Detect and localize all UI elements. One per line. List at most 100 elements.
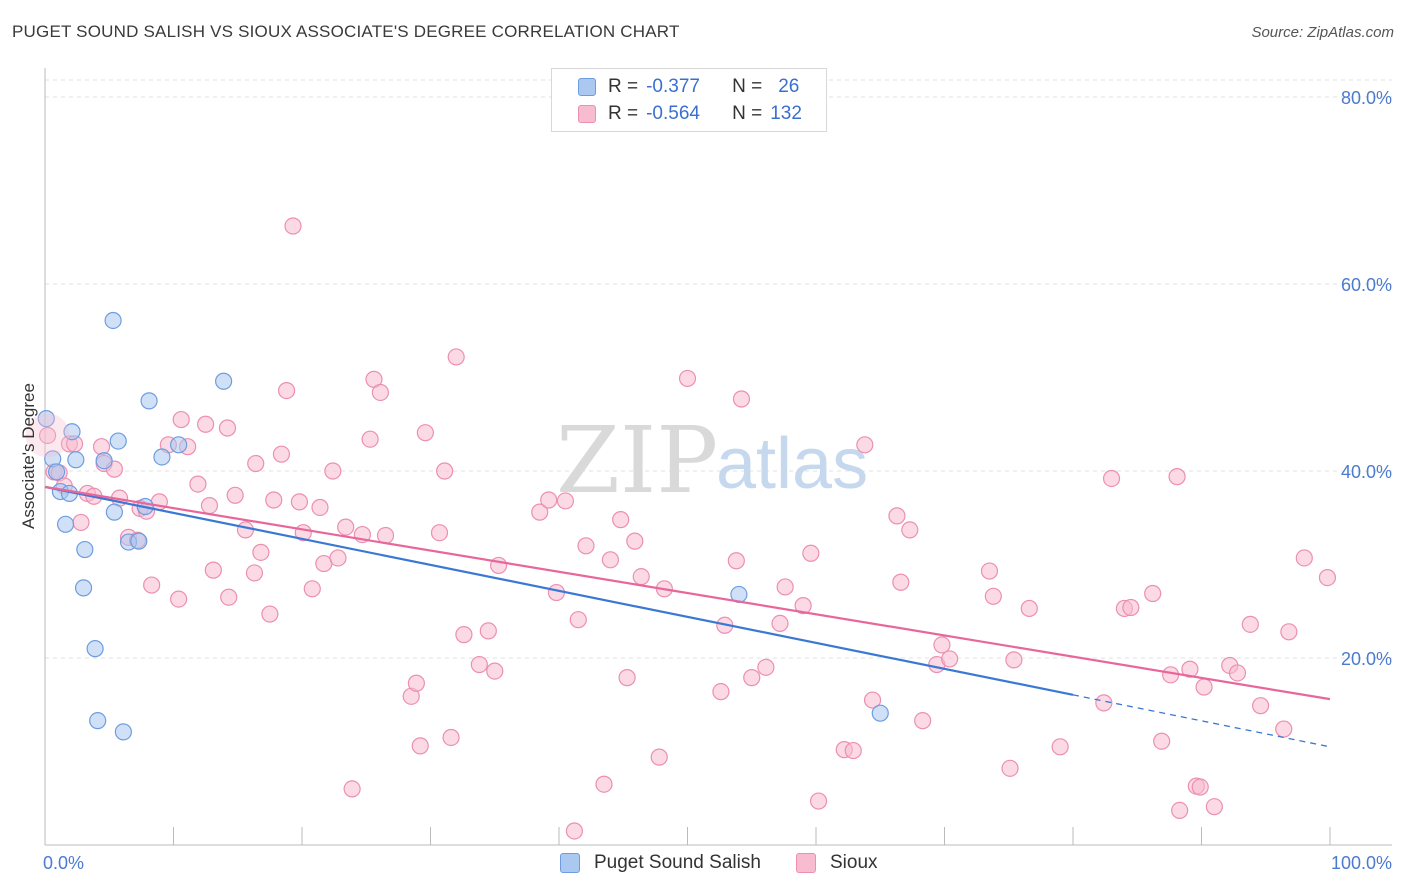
r-value: -0.377 bbox=[646, 76, 700, 97]
sioux-point bbox=[236, 521, 255, 539]
sioux-point bbox=[303, 580, 321, 598]
legend-item-salish[interactable]: Puget Sound Salish bbox=[560, 852, 761, 874]
r-label: R = bbox=[608, 76, 639, 97]
n-label: N = bbox=[732, 76, 763, 97]
sioux-point bbox=[1144, 584, 1162, 603]
sioux-point bbox=[290, 493, 309, 511]
chart-title: PUGET SOUND SALISH VS SIOUX ASSOCIATE'S … bbox=[12, 22, 680, 41]
sioux-point bbox=[892, 573, 910, 591]
sioux-point bbox=[1241, 615, 1259, 633]
sioux-point bbox=[25, 413, 70, 458]
sioux-point bbox=[1095, 694, 1113, 712]
source-label: Source: ZipAtlas.com bbox=[1251, 24, 1394, 41]
sioux-point bbox=[265, 491, 283, 509]
n-label: N = bbox=[732, 103, 763, 124]
sioux-point bbox=[569, 611, 587, 629]
sioux-point bbox=[197, 415, 215, 433]
sioux-point bbox=[337, 518, 355, 536]
points-layer bbox=[25, 217, 1337, 840]
sioux-point bbox=[447, 348, 465, 366]
sioux-point bbox=[170, 590, 188, 608]
salish-point bbox=[56, 515, 75, 533]
salish-point bbox=[871, 704, 889, 722]
sioux-point bbox=[252, 543, 270, 561]
sioux-point bbox=[844, 741, 862, 760]
sioux-point bbox=[802, 544, 820, 562]
legend-row-salish: R = -0.377 N = 26 bbox=[578, 75, 799, 99]
sioux-point bbox=[247, 454, 265, 473]
sioux-point bbox=[743, 669, 761, 687]
sioux-point bbox=[1280, 623, 1298, 641]
sioux-point bbox=[311, 498, 329, 517]
sioux-point bbox=[1153, 732, 1171, 750]
sioux-point bbox=[1122, 598, 1140, 617]
sioux-point bbox=[612, 511, 630, 529]
salish-trend-line bbox=[44, 485, 1074, 696]
salish-point bbox=[104, 311, 122, 330]
sioux-point bbox=[577, 537, 595, 555]
sioux-point bbox=[284, 217, 302, 235]
salish-point bbox=[86, 640, 104, 658]
sioux-point bbox=[261, 605, 279, 623]
sioux-point bbox=[776, 578, 794, 596]
sioux-point bbox=[1005, 651, 1023, 669]
y-tick-label: 80.0% bbox=[1341, 88, 1392, 108]
sioux-trend-line bbox=[44, 485, 1331, 701]
sioux-point bbox=[771, 614, 789, 633]
sioux-point bbox=[1318, 568, 1337, 587]
sioux-point bbox=[200, 496, 219, 515]
sioux-point bbox=[38, 426, 57, 445]
sioux-point bbox=[329, 549, 347, 567]
sioux-point bbox=[531, 503, 549, 521]
sioux-point bbox=[901, 521, 919, 539]
sioux-point bbox=[618, 669, 636, 687]
sioux-point bbox=[92, 438, 111, 456]
axis-layer: 20.0% 40.0% 60.0% 80.0% 0.0% 100.0% bbox=[43, 68, 1392, 873]
sioux-legend-label: Sioux bbox=[830, 852, 878, 873]
salish-point bbox=[153, 448, 171, 466]
sioux-point bbox=[565, 822, 584, 840]
y-axis-label: Associate's Degree bbox=[19, 383, 38, 529]
sioux-point bbox=[863, 691, 882, 709]
sioux-point bbox=[455, 626, 473, 644]
sioux-point bbox=[277, 381, 296, 400]
salish-point bbox=[105, 503, 123, 521]
salish-legend-swatch bbox=[560, 853, 580, 873]
sioux-point bbox=[601, 551, 620, 569]
sioux-point bbox=[941, 650, 959, 668]
y-tick-label: 60.0% bbox=[1341, 275, 1392, 295]
sioux-point bbox=[632, 568, 650, 586]
sioux-point bbox=[556, 492, 575, 510]
sioux-point bbox=[1181, 660, 1199, 678]
salish-point bbox=[114, 723, 132, 741]
salish-legend-label: Puget Sound Salish bbox=[594, 852, 761, 873]
watermark-atlas: atlas bbox=[716, 424, 868, 504]
salish-point bbox=[95, 452, 113, 470]
salish-point bbox=[109, 432, 127, 450]
salish-point bbox=[47, 463, 66, 481]
sioux-point bbox=[436, 462, 454, 480]
sioux-swatch bbox=[578, 105, 596, 123]
sioux-point bbox=[914, 712, 932, 730]
salish-point bbox=[89, 712, 107, 730]
sioux-point bbox=[595, 775, 613, 793]
sioux-point bbox=[727, 552, 745, 570]
sioux-point bbox=[678, 369, 697, 388]
salish-point bbox=[140, 392, 158, 410]
sioux-point bbox=[204, 561, 222, 579]
watermark: ZIP atlas bbox=[556, 407, 868, 514]
sioux-point bbox=[1051, 738, 1069, 756]
n-value: 132 bbox=[770, 103, 802, 124]
sioux-point bbox=[189, 475, 207, 493]
sioux-point bbox=[794, 597, 812, 615]
sioux-point bbox=[416, 424, 434, 442]
x-tick-label: 100.0% bbox=[1331, 853, 1392, 873]
sioux-point bbox=[1102, 469, 1121, 488]
sioux-point bbox=[361, 430, 379, 448]
sioux-point bbox=[933, 636, 951, 654]
x-tick-label: 0.0% bbox=[43, 853, 84, 873]
sioux-point bbox=[324, 462, 342, 480]
sioux-point bbox=[888, 507, 906, 525]
legend-item-sioux[interactable]: Sioux bbox=[796, 852, 878, 874]
sioux-point bbox=[856, 436, 874, 454]
